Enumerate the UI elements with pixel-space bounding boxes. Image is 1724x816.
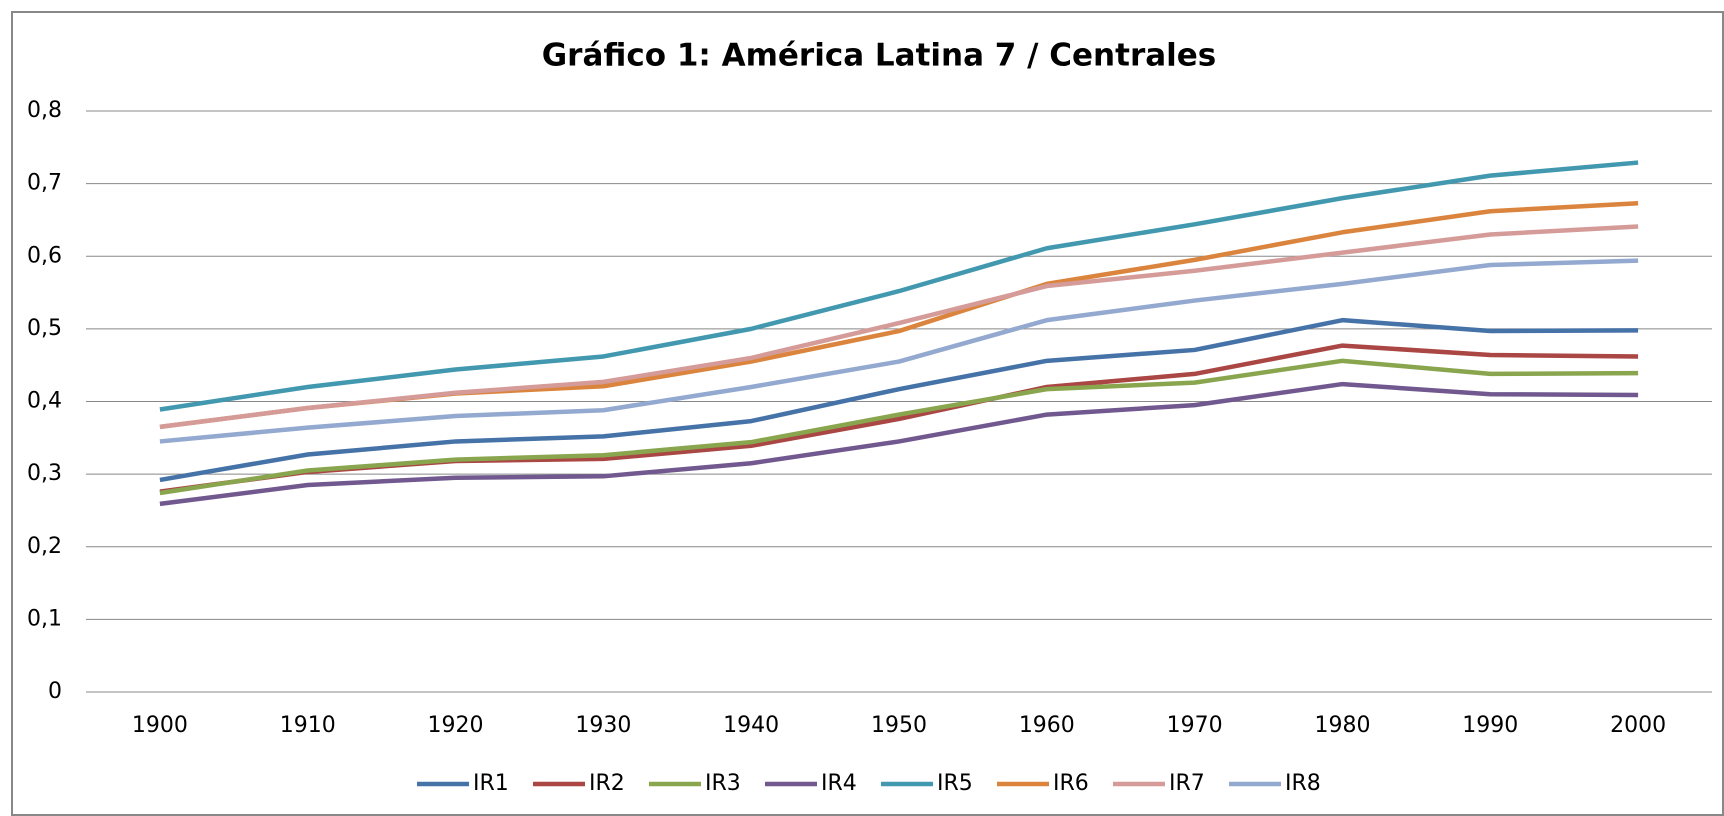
y-tick-label: 0,3 xyxy=(27,461,62,486)
y-tick-label: 0,4 xyxy=(27,389,62,414)
x-tick-label: 2000 xyxy=(1610,713,1666,738)
x-tick-label: 1990 xyxy=(1462,713,1518,738)
y-tick-label: 0 xyxy=(48,679,62,704)
x-tick-label: 1940 xyxy=(723,713,779,738)
series-line xyxy=(159,224,1639,430)
legend-label: IR8 xyxy=(1285,771,1321,796)
legend-label: IR2 xyxy=(589,771,625,796)
x-tick-label: 1980 xyxy=(1314,713,1370,738)
x-tick-label: 1960 xyxy=(1019,713,1075,738)
legend-label: IR4 xyxy=(821,771,857,796)
legend-label: IR1 xyxy=(473,771,509,796)
series-line xyxy=(159,358,1639,496)
legend-label: IR5 xyxy=(937,771,973,796)
x-tick-label: 1970 xyxy=(1167,713,1223,738)
y-tick-label: 0,2 xyxy=(27,534,62,559)
series-line xyxy=(159,317,1639,483)
series-line xyxy=(159,160,1639,412)
x-tick-label: 1950 xyxy=(871,713,927,738)
y-tick-label: 0,1 xyxy=(27,606,62,631)
y-tick-label: 0,7 xyxy=(27,171,62,196)
x-tick-label: 1910 xyxy=(280,713,336,738)
y-tick-label: 0,5 xyxy=(27,316,62,341)
x-tick-label: 1920 xyxy=(428,713,484,738)
legend-label: IR3 xyxy=(705,771,741,796)
chart-border xyxy=(11,11,1724,816)
series-line xyxy=(159,381,1639,507)
y-tick-label: 0,6 xyxy=(27,243,62,268)
legend-label: IR6 xyxy=(1053,771,1089,796)
chart-title: Gráfico 1: América Latina 7 / Centrales xyxy=(542,38,1217,74)
x-tick-label: 1900 xyxy=(132,713,188,738)
x-tick-label: 1930 xyxy=(575,713,631,738)
legend-label: IR7 xyxy=(1169,771,1205,796)
series-line xyxy=(159,258,1639,444)
y-tick-label: 0,8 xyxy=(27,98,62,123)
